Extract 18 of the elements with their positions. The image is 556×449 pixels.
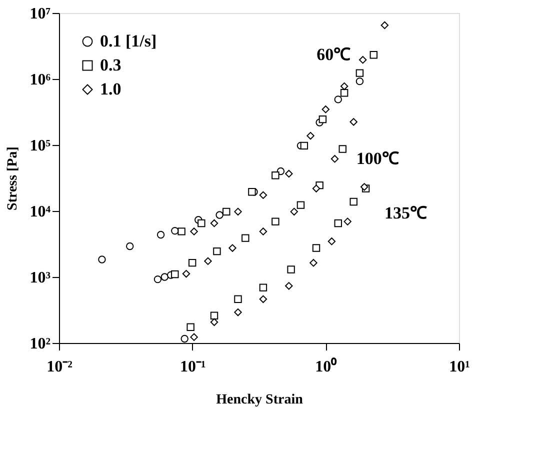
annotation: 60℃ [316, 44, 351, 64]
y-tick-label: 10⁷ [30, 6, 51, 22]
y-axis-title: Stress [Pa] [6, 146, 21, 210]
x-tick-label: 10¹ [449, 358, 470, 376]
legend-label: 0.1 [1/s] [100, 32, 157, 50]
y-tick-label: 10⁵ [30, 138, 51, 154]
y-tick-label: 10² [30, 336, 51, 352]
x-tick-label: 10⁻¹ [180, 358, 206, 376]
legend-label: 1.0 [100, 80, 122, 98]
legend-label: 0.3 [100, 56, 122, 74]
y-tick-label: 10⁴ [30, 204, 51, 220]
y-tick-label: 10³ [30, 270, 51, 286]
annotation: 135℃ [384, 204, 428, 223]
annotation: 100℃ [356, 148, 399, 168]
x-axis-title: Hencky Strain [216, 392, 304, 408]
x-tick-label: 10⁰ [315, 358, 338, 376]
y-tick-label: 10⁶ [30, 72, 51, 88]
x-tick-label: 10⁻² [46, 358, 73, 376]
